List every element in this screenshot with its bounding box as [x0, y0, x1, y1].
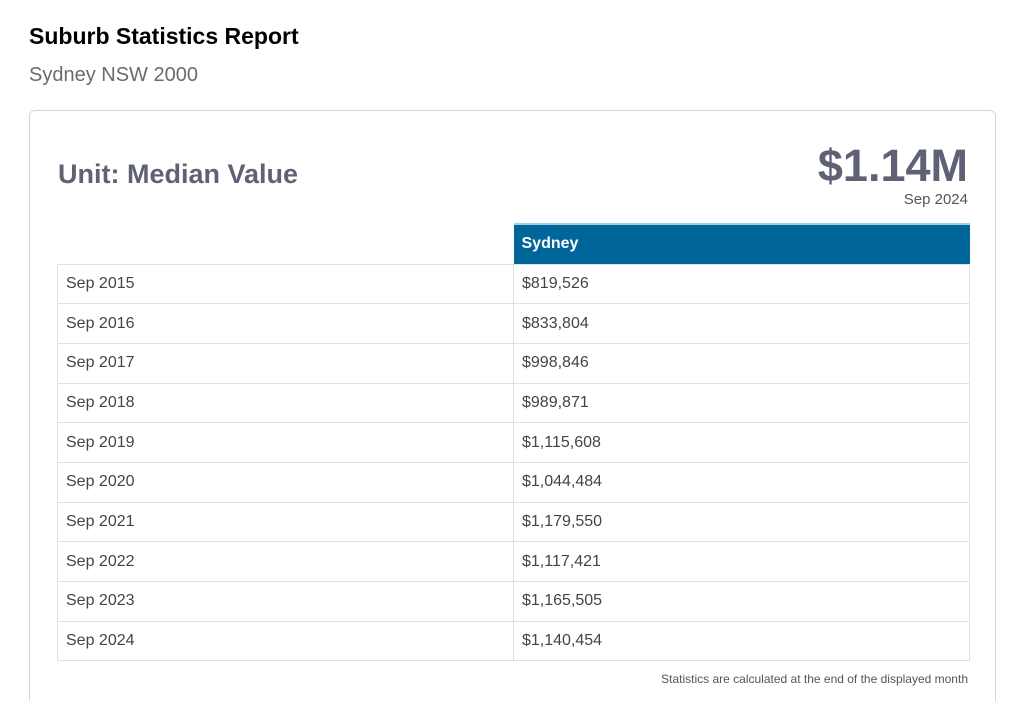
value-cell: $989,871 [513, 382, 970, 424]
card-heading: Unit: Median Value [58, 159, 299, 189]
period-cell: Sep 2023 [57, 581, 514, 622]
table-row: Sep 2017 $998,846 [57, 342, 970, 384]
period-column-header [57, 224, 514, 265]
value-cell: $998,846 [513, 342, 970, 384]
table-row: Sep 2020 $1,044,484 [57, 461, 970, 503]
value-cell: $1,117,421 [513, 541, 970, 582]
statistics-table: Sydney Sep 2015 $819,526 Sep 2016 $833,804 S… [57, 223, 970, 662]
period-cell: Sep 2016 [57, 303, 514, 344]
headline-date: Sep 2024 [903, 191, 968, 208]
period-cell: Sep 2020 [57, 461, 514, 503]
value-cell: $819,526 [513, 263, 970, 305]
period-cell: Sep 2017 [57, 342, 514, 384]
period-cell: Sep 2024 [57, 620, 514, 662]
value-cell: $833,804 [513, 303, 970, 344]
value-cell: $1,179,550 [513, 501, 970, 543]
footnote: Statistics are calculated at the end of … [661, 672, 968, 686]
headline-value: $1.14M [817, 140, 968, 191]
table-row: Sep 2016 $833,804 [57, 303, 970, 344]
table-row: Sep 2018 $989,871 [57, 382, 970, 424]
median-value-card: Unit: Median Value $1.14M Sep 2024 Sydne… [29, 110, 996, 701]
value-cell: $1,165,505 [513, 581, 970, 622]
value-cell: $1,140,454 [513, 620, 970, 662]
table-header-row: Sydney [57, 223, 970, 265]
series-column-header: Sydney [513, 223, 970, 264]
period-cell: Sep 2021 [57, 501, 514, 543]
report-subtitle: Sydney NSW 2000 [29, 64, 198, 86]
value-cell: $1,115,608 [513, 422, 970, 463]
table-row: Sep 2022 $1,117,421 [57, 541, 970, 582]
period-cell: Sep 2015 [57, 263, 514, 305]
period-cell: Sep 2022 [57, 541, 514, 582]
period-cell: Sep 2018 [57, 382, 514, 424]
table-row: Sep 2015 $819,526 [57, 263, 970, 305]
value-cell: $1,044,484 [513, 461, 970, 503]
table-row: Sep 2023 $1,165,505 [57, 581, 970, 622]
table-row: Sep 2019 $1,115,608 [57, 422, 970, 463]
report-title: Suburb Statistics Report [29, 23, 299, 49]
table-row: Sep 2021 $1,179,550 [57, 501, 970, 543]
period-cell: Sep 2019 [57, 422, 514, 463]
table-row: Sep 2024 $1,140,454 [57, 620, 970, 662]
table-body: Sep 2015 $819,526 Sep 2016 $833,804 Sep 2017… [57, 263, 970, 662]
